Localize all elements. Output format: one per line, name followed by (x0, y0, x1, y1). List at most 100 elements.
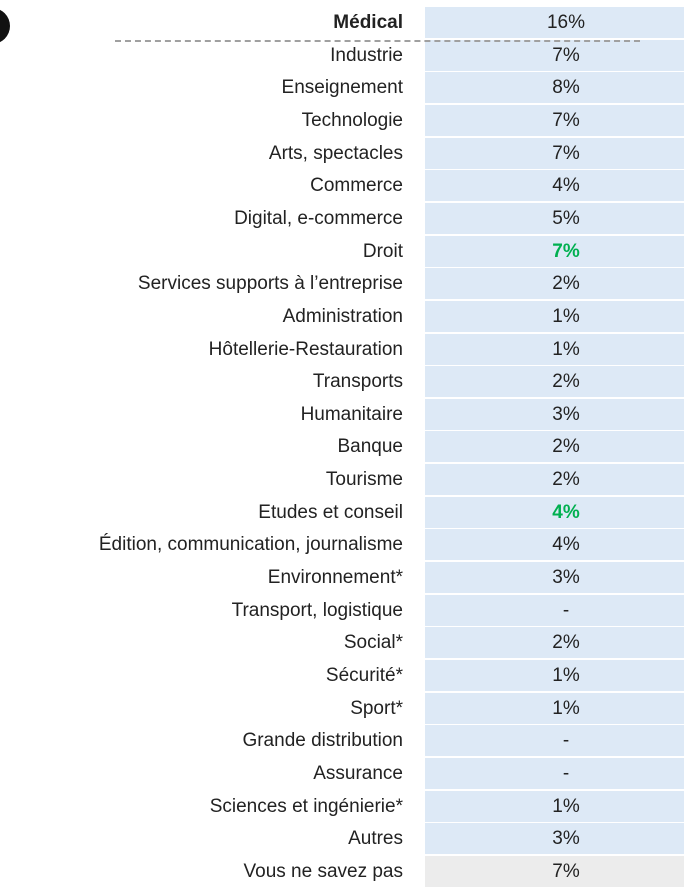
row-label: Droit (362, 240, 403, 262)
row-value: 1% (552, 697, 580, 719)
row-label: Hôtellerie-Restauration (208, 338, 403, 360)
row-value: 3% (552, 567, 580, 589)
row-label: Digital, e-commerce (234, 207, 403, 229)
row-label: Transports (312, 371, 403, 393)
row-value: 5% (552, 207, 580, 229)
row-value: 4% (552, 175, 580, 197)
row-value: 2% (552, 469, 580, 491)
table-row: Commerce 4% (0, 170, 684, 202)
row-value: - (562, 762, 570, 784)
row-value: 3% (552, 828, 580, 850)
row-label: Commerce (310, 175, 403, 197)
value-cell (425, 366, 684, 398)
table-row: Social* 2% (0, 627, 684, 659)
row-value: 1% (552, 795, 580, 817)
icon (0, 8, 10, 44)
row-value: 2% (552, 632, 580, 654)
table-row: Digital, e-commerce 5% (0, 202, 684, 234)
value-cell (425, 72, 684, 104)
value-cell (425, 137, 684, 169)
value-cell (425, 790, 684, 822)
row-value: 4% (552, 534, 580, 556)
table-row: Banque 2% (0, 431, 684, 463)
value-cell (425, 725, 684, 757)
row-value: 2% (552, 436, 580, 458)
value-cell (425, 627, 684, 659)
row-value: 16% (546, 12, 586, 33)
value-cell (425, 39, 684, 71)
table-row: Édition, communication, journalisme 4% (0, 529, 684, 561)
table-row: Humanitaire 3% (0, 398, 684, 430)
value-cell (425, 170, 684, 202)
row-label: Etudes et conseil (258, 501, 403, 523)
table-row: Transport, logistique - (0, 594, 684, 626)
table-row: Autres 3% (0, 823, 684, 855)
table-row: Etudes et conseil 4% (0, 496, 684, 528)
table-row: Sciences et ingénierie* 1% (0, 790, 684, 822)
row-label: Médical (333, 12, 403, 33)
row-value: 1% (552, 665, 580, 686)
row-value: 7% (552, 109, 580, 131)
value-cell (425, 757, 684, 789)
row-label: Humanitaire (300, 403, 403, 425)
row-label: Enseignement (281, 77, 403, 99)
table-row: Droit 7% (0, 235, 684, 267)
row-value: 7% (552, 860, 580, 882)
separator-line (115, 40, 640, 42)
row-label: Vous ne savez pas (243, 860, 404, 882)
value-cell (425, 464, 684, 496)
table-row: Administration 1% (0, 300, 684, 332)
row-label: Services supports à l’entreprise (137, 273, 403, 295)
table-row: Grande distribution - (0, 725, 684, 757)
row-label: Industrie (330, 44, 403, 66)
row-label: Transport, logistique (231, 599, 403, 621)
table-row: Transports 2% (0, 366, 684, 398)
row-label: Banque (337, 436, 403, 458)
value-cell (425, 594, 684, 626)
table-row: Services supports à l’entreprise 2% (0, 268, 684, 300)
row-value: 4% (552, 501, 580, 523)
row-label: Sécurité* (325, 665, 403, 686)
row-label: Sciences et ingénierie* (209, 795, 403, 817)
value-cell (425, 431, 684, 463)
row-label: Social* (343, 632, 403, 654)
row-label: Édition, communication, journalisme (98, 534, 403, 556)
value-cell (425, 823, 684, 855)
value-cell (425, 300, 684, 332)
table-row: Environnement* 3% (0, 562, 684, 594)
value-cell (425, 202, 684, 234)
row-value: 3% (552, 403, 580, 425)
value-cell (425, 692, 684, 724)
row-label: Tourisme (325, 469, 403, 491)
table-row: Industrie 7% (0, 39, 684, 71)
row-value: 2% (552, 273, 580, 295)
value-cell (425, 235, 684, 267)
row-label: Technologie (301, 109, 403, 131)
value-cell (425, 268, 684, 300)
row-value: 1% (552, 305, 580, 327)
table-row: Médical 16% (0, 7, 684, 38)
value-cell (425, 496, 684, 528)
row-label: Grande distribution (242, 730, 403, 752)
table-row: Enseignement 8% (0, 72, 684, 104)
value-cell (425, 562, 684, 594)
table-row: Vous ne savez pas 7% (0, 855, 684, 887)
value-cell (425, 104, 684, 136)
row-label: Autres (348, 828, 403, 850)
row-label: Assurance (313, 762, 403, 784)
value-cell (425, 7, 684, 38)
row-value: - (562, 730, 570, 752)
row-label: Sport* (350, 697, 403, 719)
table-row: Arts, spectacles 7% (0, 137, 684, 169)
row-label: Environnement* (267, 567, 403, 589)
row-label: Administration (282, 305, 403, 327)
table-row: Sport* 1% (0, 692, 684, 724)
value-cell (425, 398, 684, 430)
table-row: Sécurité* 1% (0, 660, 684, 691)
table-row: Hôtellerie-Restauration 1% (0, 333, 684, 365)
row-value: - (562, 599, 570, 621)
row-value: 1% (552, 338, 580, 360)
value-cell (425, 855, 684, 887)
table-row: Assurance - (0, 757, 684, 789)
